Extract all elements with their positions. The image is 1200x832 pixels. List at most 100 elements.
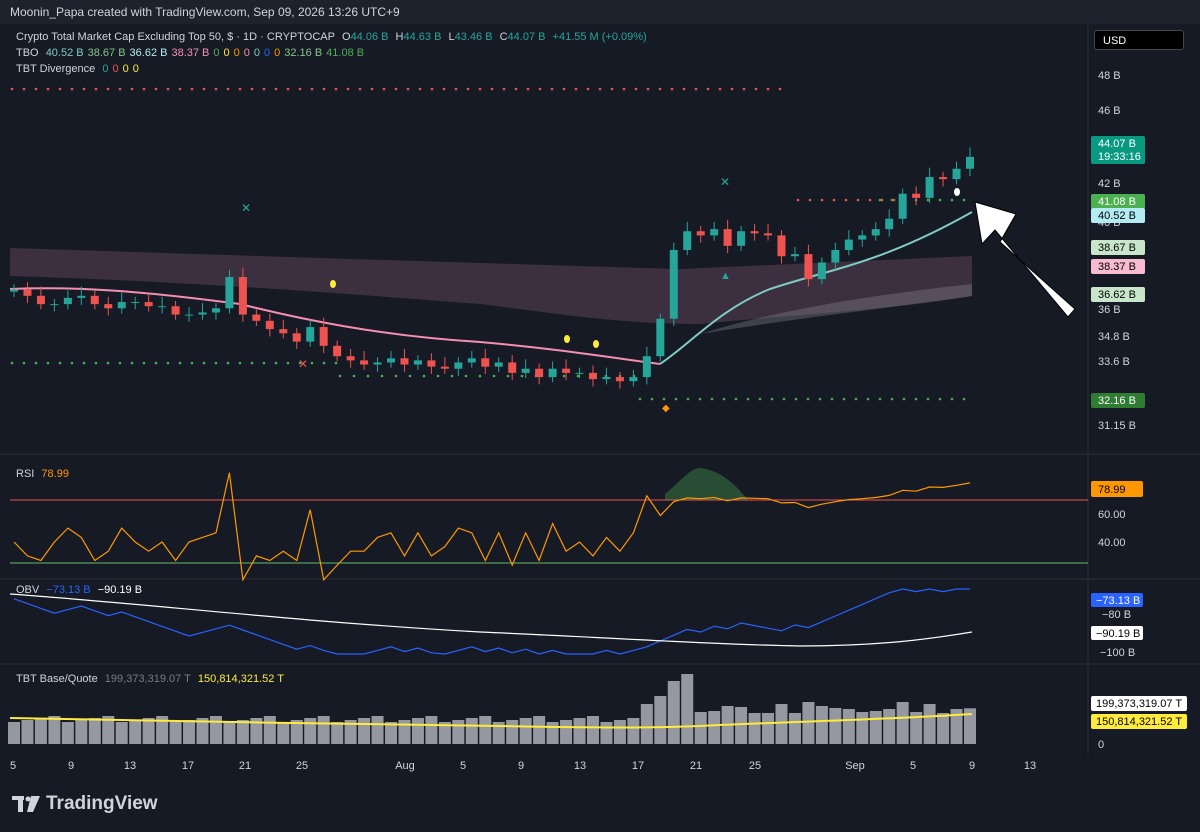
price-badge: 32.16 B: [1098, 395, 1136, 407]
support-dots: [10, 198, 966, 401]
rsi-line: [13, 472, 971, 582]
support-dot: [770, 397, 774, 401]
candle: [548, 361, 557, 383]
support-dot: [226, 361, 230, 365]
resistance-dot: [868, 198, 872, 202]
candle: [10, 284, 18, 297]
candle: [292, 328, 301, 349]
volume-bar: [411, 718, 424, 744]
support-dot: [890, 397, 894, 401]
tbo-value: 0: [233, 47, 240, 59]
resistance-dot: [214, 87, 218, 91]
candle: [939, 171, 948, 187]
candle: [171, 301, 180, 320]
price-tick: 33.6 B: [1098, 356, 1130, 368]
cross-marker: ✕: [241, 201, 251, 215]
time-tick: 25: [296, 760, 308, 772]
tbo-value: 0: [274, 47, 281, 59]
tradingview-logo[interactable]: TradingView: [12, 793, 158, 815]
base-quote-legend: TBT Base/Quote 199,373,319.07 T 150,814,…: [16, 673, 288, 685]
volume-bar: [465, 718, 478, 744]
resistance-dot: [370, 87, 374, 91]
volume-bar: [964, 708, 976, 744]
support-dot: [492, 374, 496, 378]
divergence-value: 0: [132, 63, 139, 75]
resistance-dot: [130, 87, 134, 91]
volume-bar: [344, 720, 357, 744]
tbo-value: 40.52 B: [45, 47, 84, 59]
tbo-value: 0: [213, 47, 220, 59]
volume-bar: [479, 716, 492, 744]
volume-bar: [775, 704, 788, 744]
footer-bar: [0, 778, 1200, 832]
currency-button[interactable]: USD: [1094, 30, 1184, 50]
support-dot: [576, 374, 580, 378]
volume-bar: [452, 720, 465, 744]
candle: [696, 226, 705, 243]
obv-value-2: −90.19 B: [97, 584, 143, 596]
resistance-dot: [10, 87, 14, 91]
support-dot: [46, 361, 50, 365]
yellow-marker: [330, 280, 336, 288]
support-dot: [710, 397, 714, 401]
resistance-dot: [286, 87, 290, 91]
price-tick: 36 B: [1098, 304, 1121, 316]
base-quote-ma-line: [9, 713, 973, 729]
price-badge-bg: [1091, 240, 1145, 255]
volume-bar: [304, 718, 317, 744]
candle: [521, 359, 530, 379]
support-dot: [178, 361, 182, 365]
support-dot: [70, 361, 74, 365]
candle: [50, 298, 59, 312]
support-dot: [950, 198, 954, 202]
cross-marker: ✕: [720, 175, 730, 189]
volume-bar: [438, 722, 451, 744]
candle: [723, 219, 732, 254]
support-dot: [250, 361, 254, 365]
chart-svg[interactable]: ✕ ✕ ✕ ▲ ◆ 48 B46 B42 B40 B36 B34.8 B33.6…: [0, 24, 1200, 778]
ohlc-low: 43.46 B: [454, 31, 493, 43]
resistance-dot: [820, 198, 824, 202]
obv-legend: OBV −73.13 B −90.19 B: [16, 584, 146, 596]
candle: [885, 209, 894, 237]
resistance-dot: [70, 87, 74, 91]
volume-bar: [735, 707, 748, 744]
support-dot: [202, 361, 206, 365]
resistance-dot: [178, 87, 182, 91]
resistance-dot: [262, 87, 266, 91]
support-dot: [830, 397, 834, 401]
rsi-value: 78.99: [41, 468, 69, 480]
volume-bar: [560, 720, 573, 744]
resistance-dot: [22, 87, 26, 91]
support-dot: [82, 361, 86, 365]
candle: [844, 230, 853, 256]
support-dot: [436, 374, 440, 378]
candle: [750, 223, 759, 241]
candle: [387, 351, 396, 368]
volume-bar: [586, 716, 599, 744]
chart-frame[interactable]: ✕ ✕ ✕ ▲ ◆ 48 B46 B42 B40 B36 B34.8 B33.6…: [0, 24, 1200, 778]
candle: [535, 363, 544, 385]
price-tick: 48 B: [1098, 70, 1121, 82]
time-axis[interactable]: 5 9 13 17 21 25 Aug 5 9 13 17 21 25 Sep 5 9 13: [10, 760, 1036, 772]
volume-bar: [627, 718, 640, 744]
candle: [77, 286, 86, 306]
candle: [952, 161, 961, 185]
time-tick: 5: [460, 760, 466, 772]
volume-bar: [829, 708, 842, 744]
rsi-axis: 60.00 40.00 78.99: [1091, 481, 1143, 549]
volume-bar: [883, 709, 896, 744]
divergence-value: 0: [112, 63, 119, 75]
candle: [737, 226, 746, 252]
volume-bar: [21, 720, 34, 744]
price-tick: 31.15 B: [1098, 420, 1136, 432]
support-dot: [734, 397, 738, 401]
support-dot: [722, 397, 726, 401]
support-dot: [662, 397, 666, 401]
support-dot: [854, 397, 858, 401]
price-badge-bg: [1091, 208, 1145, 223]
divergence-value: 0: [102, 63, 109, 75]
resistance-dots: [10, 87, 896, 202]
support-dot: [338, 374, 342, 378]
support-dot: [262, 361, 266, 365]
